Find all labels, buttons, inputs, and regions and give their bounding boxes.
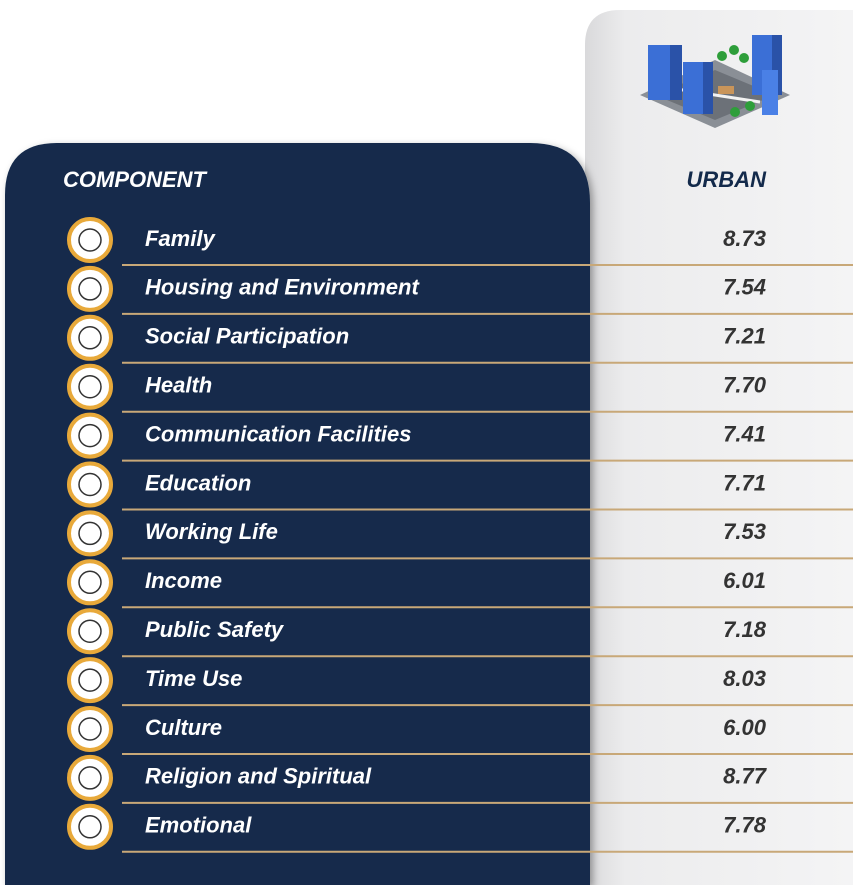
urban-value: 6.01 bbox=[723, 568, 766, 593]
urban-value: 7.54 bbox=[723, 275, 766, 300]
component-name: Social Participation bbox=[145, 324, 349, 349]
component-name: Family bbox=[145, 226, 216, 251]
row-icon bbox=[69, 708, 111, 750]
urban-value: 7.71 bbox=[723, 470, 766, 495]
row-icon bbox=[69, 512, 111, 554]
row-icon bbox=[69, 610, 111, 652]
urban-value: 8.73 bbox=[723, 226, 766, 251]
urban-value: 7.21 bbox=[723, 324, 766, 349]
row-icon bbox=[69, 464, 111, 506]
component-name: Communication Facilities bbox=[145, 421, 412, 446]
urban-value: 8.77 bbox=[723, 764, 768, 789]
row-icon bbox=[69, 268, 111, 310]
urban-value: 8.03 bbox=[723, 666, 766, 691]
urban-value: 7.70 bbox=[723, 373, 767, 398]
row-icon bbox=[69, 415, 111, 457]
row-icon bbox=[69, 806, 111, 848]
urban-value: 7.18 bbox=[723, 617, 767, 642]
component-name: Income bbox=[145, 568, 222, 593]
component-name: Education bbox=[145, 470, 251, 495]
urban-value: 7.41 bbox=[723, 421, 766, 446]
urban-value: 7.53 bbox=[723, 519, 766, 544]
row-icon bbox=[69, 757, 111, 799]
component-name: Working Life bbox=[145, 519, 278, 544]
component-name: Emotional bbox=[145, 813, 252, 838]
header-urban: URBAN bbox=[687, 167, 768, 192]
component-name: Religion and Spiritual bbox=[145, 764, 372, 789]
row-icon bbox=[69, 219, 111, 261]
component-name: Public Safety bbox=[145, 617, 285, 642]
urban-value: 7.78 bbox=[723, 813, 767, 838]
header-component: COMPONENT bbox=[63, 167, 208, 192]
row-icon bbox=[69, 561, 111, 603]
urban-value: 6.00 bbox=[723, 715, 767, 740]
row-icon bbox=[69, 317, 111, 359]
row-icon bbox=[69, 366, 111, 408]
component-name: Time Use bbox=[145, 666, 242, 691]
row-icon bbox=[69, 659, 111, 701]
component-name: Health bbox=[145, 373, 212, 398]
component-name: Culture bbox=[145, 715, 222, 740]
component-name: Housing and Environment bbox=[145, 275, 420, 300]
page: COMPONENT URBAN Family 8.73 Housing and En… bbox=[0, 0, 853, 885]
infographic: COMPONENT URBAN Family 8.73 Housing and En… bbox=[0, 0, 853, 885]
